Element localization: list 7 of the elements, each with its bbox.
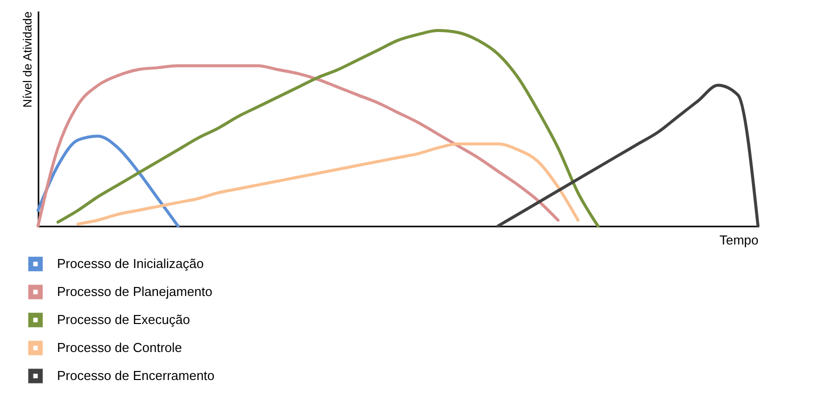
legend-label: Processo de Execução bbox=[57, 312, 190, 327]
y-axis-title: Nível de Atividade bbox=[20, 11, 34, 108]
legend-label: Processo de Inicialização bbox=[57, 256, 204, 271]
x-axis-title: Tempo bbox=[719, 232, 758, 248]
legend-label: Processo de Encerramento bbox=[57, 368, 215, 383]
legend-label: Processo de Controle bbox=[57, 340, 182, 355]
legend-label: Processo de Planejamento bbox=[57, 284, 212, 299]
